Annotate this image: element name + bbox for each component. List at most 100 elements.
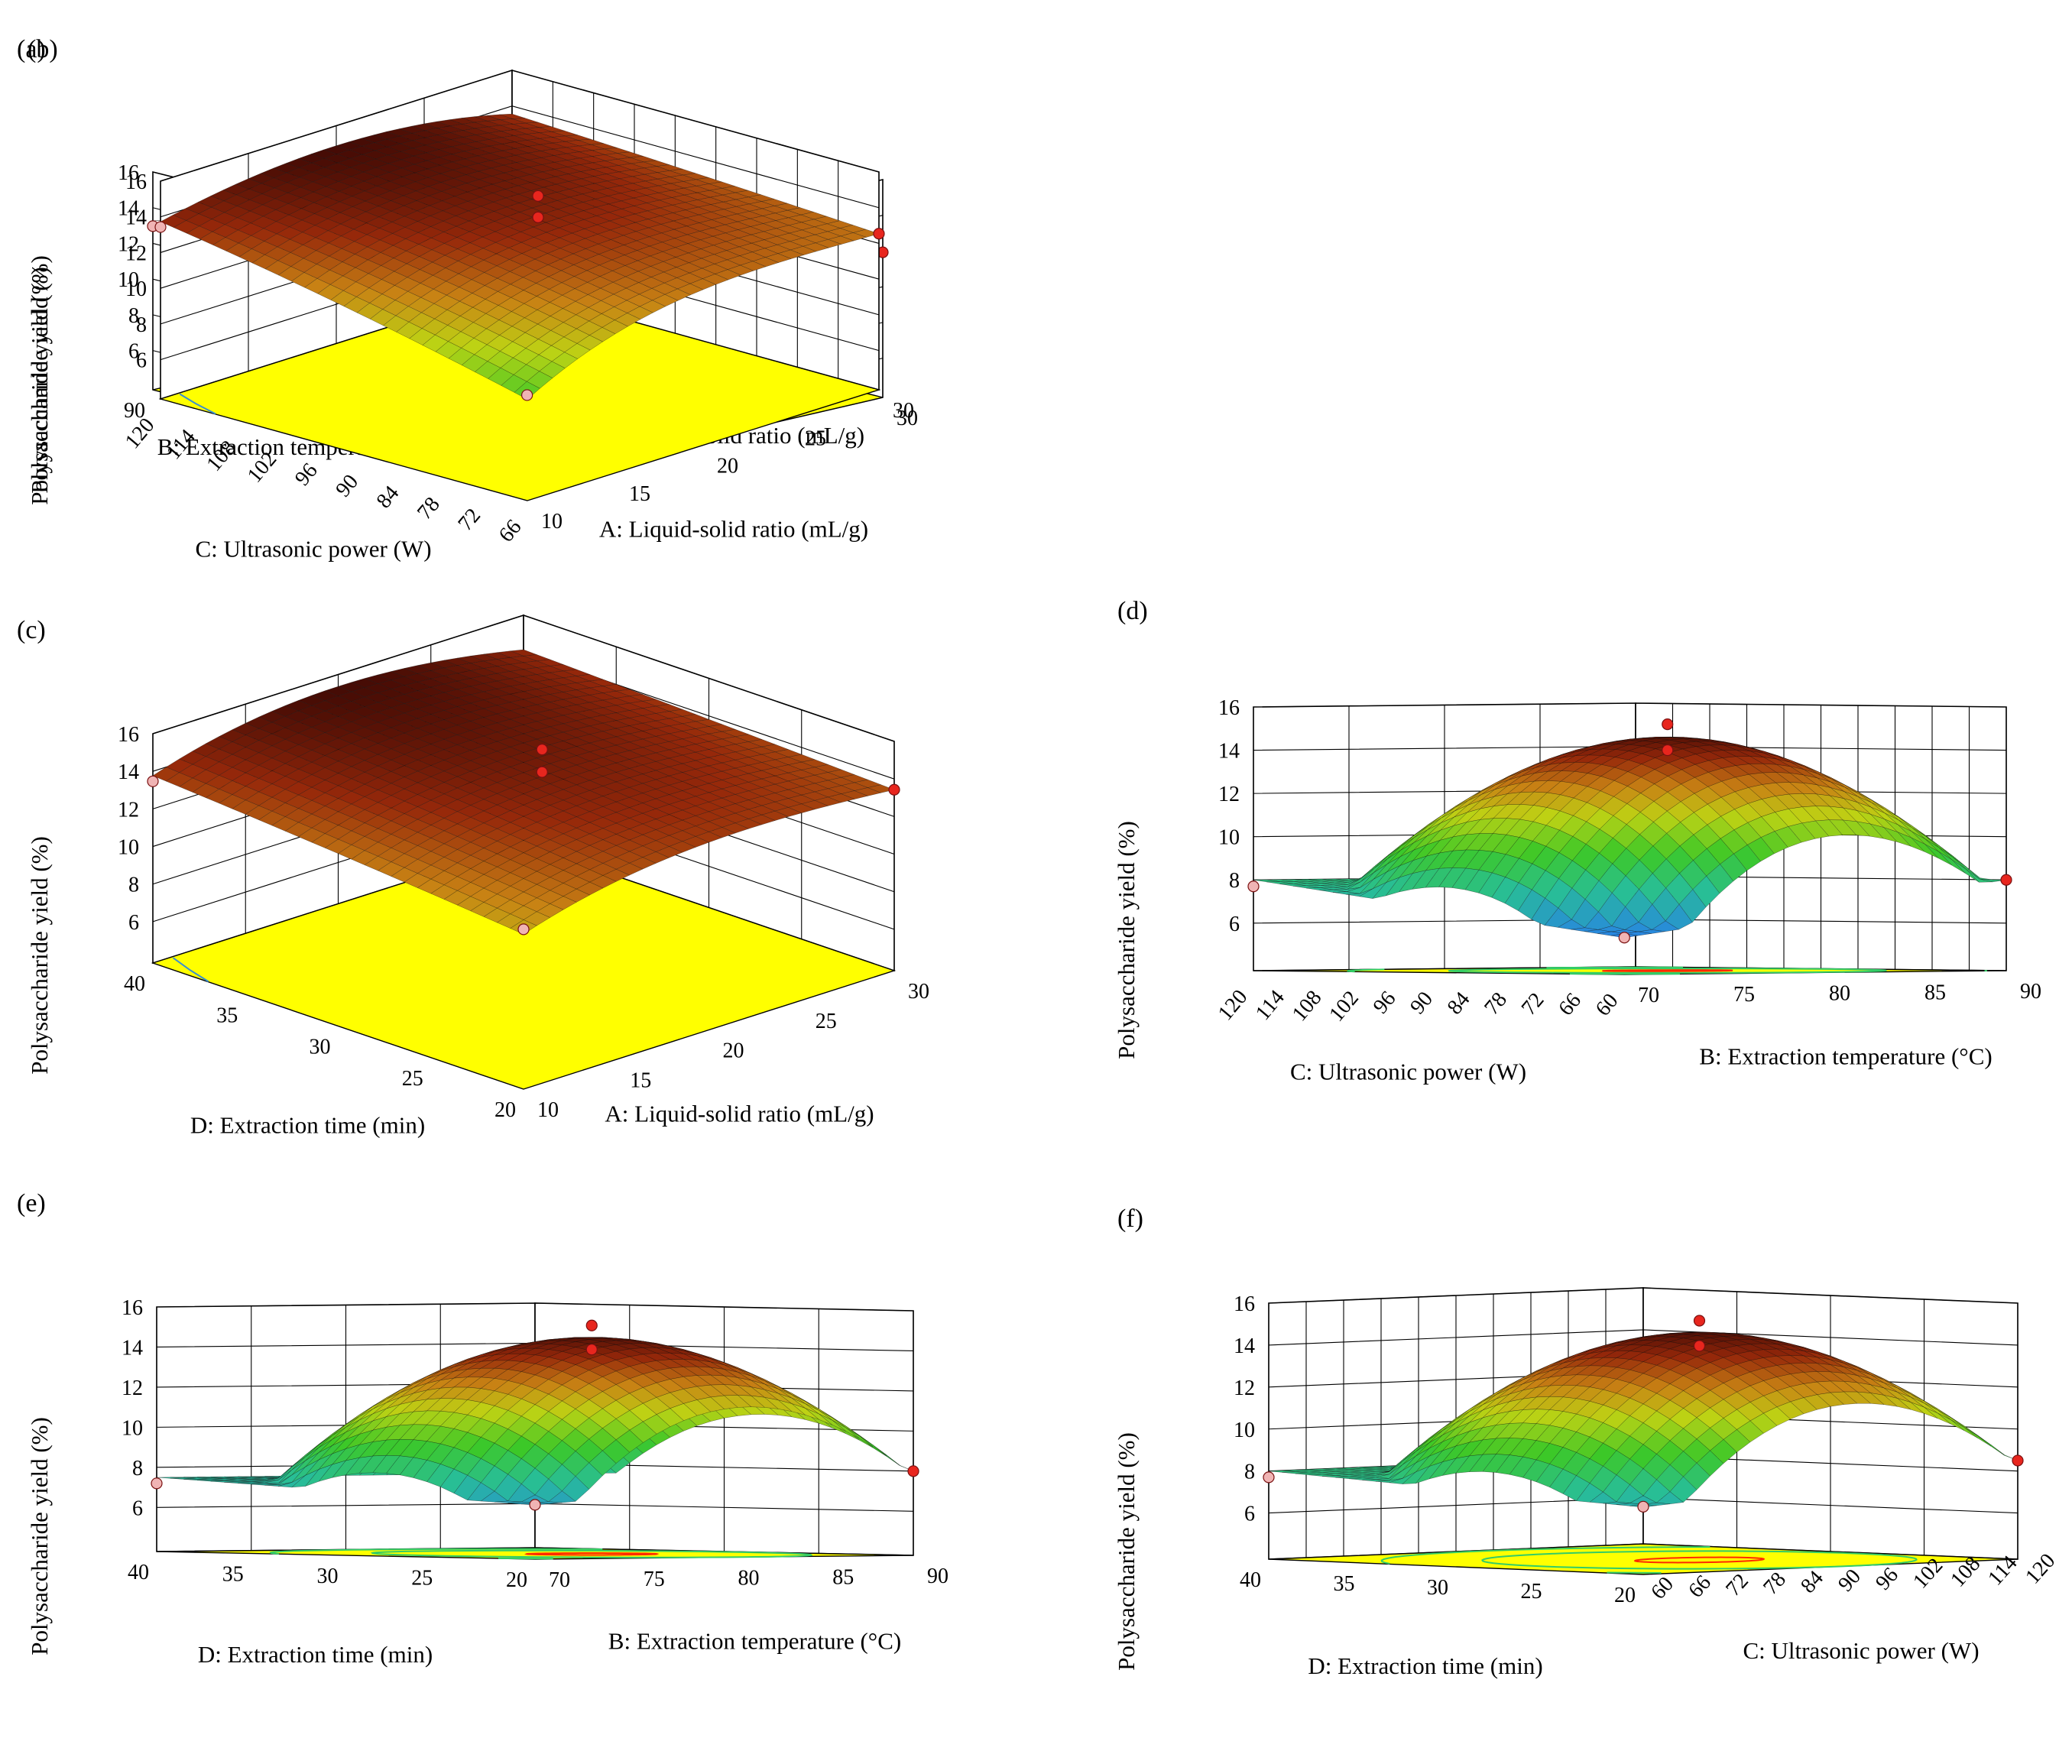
y-tick-label: 78 (413, 493, 445, 524)
y-axis-title: C: Ultrasonic power (W) (1290, 1059, 1526, 1085)
design-point (536, 744, 548, 756)
y-tick-label: 30 (317, 1565, 339, 1588)
x-tick-label: 85 (832, 1565, 854, 1589)
z-tick-label: 12 (1218, 783, 1240, 806)
y-tick-label: 90 (1406, 987, 1438, 1019)
x-tick-label: 20 (723, 1039, 744, 1063)
z-axis-title: Polysaccharide yield (%) (26, 255, 53, 494)
z-tick-label: 6 (1229, 913, 1240, 936)
y-tick-label: 102 (1325, 987, 1363, 1026)
z-tick-label: 14 (118, 760, 139, 784)
z-tick-label: 6 (136, 349, 147, 373)
y-tick-label: 35 (216, 1004, 238, 1027)
panel-label: (e) (17, 1189, 46, 1218)
z-tick-label: 12 (118, 232, 139, 256)
x-tick-label: 25 (816, 1010, 837, 1033)
design-point (532, 190, 544, 202)
design-point (585, 1319, 598, 1331)
z-tick-label: 8 (1229, 869, 1240, 893)
z-tick-label: 6 (128, 340, 139, 364)
y-tick-label: 40 (124, 972, 145, 996)
z-tick-label: 14 (125, 206, 147, 230)
x-tick-label: 75 (1733, 983, 1755, 1007)
x-tick-label: 20 (717, 455, 738, 478)
design-point (154, 221, 167, 233)
design-point (585, 1344, 598, 1356)
y-tick-label: 66 (494, 515, 527, 546)
z-tick-label: 16 (118, 723, 139, 747)
design-point (532, 211, 544, 223)
design-point (873, 228, 885, 240)
y-tick-label: 72 (453, 504, 485, 535)
y-axis-title: D: Extraction time (min) (190, 1112, 425, 1139)
z-tick-label: 10 (118, 268, 139, 292)
z-tick-label: 6 (132, 1496, 143, 1520)
x-tick-label: 75 (644, 1568, 665, 1591)
design-point (1618, 932, 1630, 944)
panel-label: (b) (28, 35, 58, 63)
y-tick-label: 78 (1480, 988, 1512, 1020)
floor-contour-line (1602, 969, 1733, 972)
y-tick-label: 25 (411, 1567, 433, 1591)
panel-label: (d) (1117, 597, 1148, 625)
z-tick-label: 12 (125, 242, 147, 265)
y-tick-label: 108 (1288, 986, 1327, 1026)
y-tick-label: 90 (331, 470, 363, 501)
design-point (1662, 744, 1674, 757)
design-point (517, 923, 530, 936)
design-point (529, 1499, 541, 1511)
design-point (536, 766, 548, 778)
y-tick-label: 30 (310, 1036, 331, 1059)
x-tick-label: 30 (897, 407, 918, 430)
x-tick-label: 15 (629, 482, 650, 506)
y-tick-label: 90 (124, 399, 145, 423)
x-tick-label: 30 (893, 399, 914, 423)
x-axis-title: A: Liquid-solid ratio (mL/g) (605, 1101, 874, 1127)
z-tick-label: 14 (118, 197, 139, 221)
z-axis-title: Polysaccharide yield (%) (26, 1417, 53, 1655)
y-tick-label: 96 (290, 459, 323, 490)
panel-label: (c) (17, 616, 46, 644)
z-tick-label: 14 (122, 1336, 143, 1360)
z-axis-title: Polysaccharide yield (%) (1113, 821, 1140, 1059)
x-tick-label: 80 (1829, 982, 1850, 1006)
floor-contour-line (179, 393, 216, 415)
z-tick-label: 12 (118, 798, 139, 822)
y-tick-label: 114 (1251, 986, 1289, 1025)
panel-label: (a) (17, 35, 46, 63)
y-tick-label: 20 (494, 1098, 516, 1122)
design-point (2000, 874, 2012, 886)
z-tick-label: 10 (122, 1416, 143, 1440)
x-axis-title: B: Extraction temperature (°C) (608, 1628, 901, 1655)
x-tick-label: 10 (537, 1098, 559, 1122)
z-tick-label: 8 (128, 874, 139, 897)
z-tick-label: 6 (128, 911, 139, 935)
z-tick-label: 10 (125, 277, 147, 301)
floor-contour-line (498, 1557, 553, 1560)
y-tick-label: 84 (372, 482, 404, 513)
floor-contour-line (172, 957, 209, 983)
x-tick-label: 70 (1638, 984, 1659, 1007)
x-axis-title: A: Liquid-solid ratio (mL/g) (599, 516, 868, 543)
z-tick-label: 8 (136, 313, 147, 337)
design-point (147, 775, 159, 787)
z-tick-label: 16 (125, 170, 147, 194)
y-tick-label: 120 (1214, 985, 1253, 1025)
response-surface (160, 113, 880, 400)
z-tick-label: 16 (122, 1296, 143, 1320)
x-tick-label: 10 (541, 510, 563, 533)
z-tick-label: 8 (132, 1457, 143, 1480)
design-point (1247, 880, 1260, 893)
design-point (1662, 718, 1674, 731)
z-tick-label: 8 (128, 304, 139, 328)
z-tick-label: 16 (118, 161, 139, 185)
z-tick-label: 16 (1218, 696, 1240, 720)
z-tick-label: 12 (122, 1377, 143, 1400)
x-tick-label: 15 (630, 1068, 651, 1092)
z-tick-label: 14 (1218, 740, 1240, 764)
design-point (888, 783, 900, 796)
z-axis-title: Polysaccharide yield (%) (26, 836, 53, 1075)
